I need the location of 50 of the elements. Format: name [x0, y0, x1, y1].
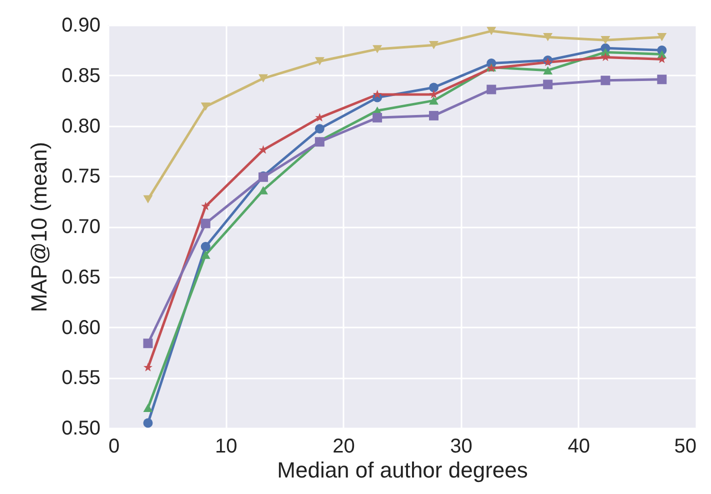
point: [200, 250, 210, 259]
point: [657, 74, 667, 84]
point: [486, 26, 496, 36]
point: [143, 418, 153, 428]
point: [429, 82, 438, 92]
point: [372, 112, 382, 122]
point: [201, 202, 210, 210]
point: [429, 110, 438, 120]
y-tick-label: 0.50: [62, 418, 100, 440]
point: [657, 32, 667, 42]
x-tick-label: 10: [214, 436, 238, 458]
point: [143, 404, 153, 412]
x-tick-label: 0: [108, 436, 120, 458]
point: [543, 80, 553, 90]
y-tick-label: 0.75: [62, 166, 100, 188]
y-tick-label: 0.65: [62, 266, 100, 288]
y-tick-label: 0.90: [62, 14, 100, 36]
point: [600, 76, 610, 86]
y-tick-label: 0.85: [62, 64, 100, 87]
point: [429, 41, 438, 50]
point: [143, 362, 152, 372]
y-tick-label: 0.80: [62, 115, 100, 138]
x-axis-title: Median of author degrees: [277, 458, 528, 482]
point: [143, 195, 153, 204]
x-tick-label: 30: [450, 436, 472, 458]
point: [600, 36, 610, 44]
point: [200, 102, 210, 111]
point: [258, 186, 268, 194]
point: [314, 124, 324, 134]
y-tick-label: 0.55: [62, 367, 100, 390]
point: [600, 52, 610, 62]
point: [372, 90, 382, 98]
point: [258, 145, 268, 154]
x-tick-label: 20: [332, 436, 355, 458]
point: [486, 84, 496, 94]
x-tick-label: 40: [568, 436, 590, 458]
y-tick-label: 0.70: [62, 216, 100, 238]
point: [314, 57, 324, 66]
x-tick-label: 50: [674, 436, 696, 458]
y-axis-title: MAP@10 (mean): [26, 142, 52, 312]
point: [543, 32, 553, 42]
y-tick-label: 0.60: [62, 316, 100, 339]
point: [429, 96, 438, 105]
point: [543, 66, 553, 74]
point: [143, 338, 153, 348]
point: [200, 218, 210, 228]
point: [200, 242, 210, 252]
point: [258, 74, 268, 83]
point: [657, 54, 666, 64]
point: [372, 45, 382, 54]
